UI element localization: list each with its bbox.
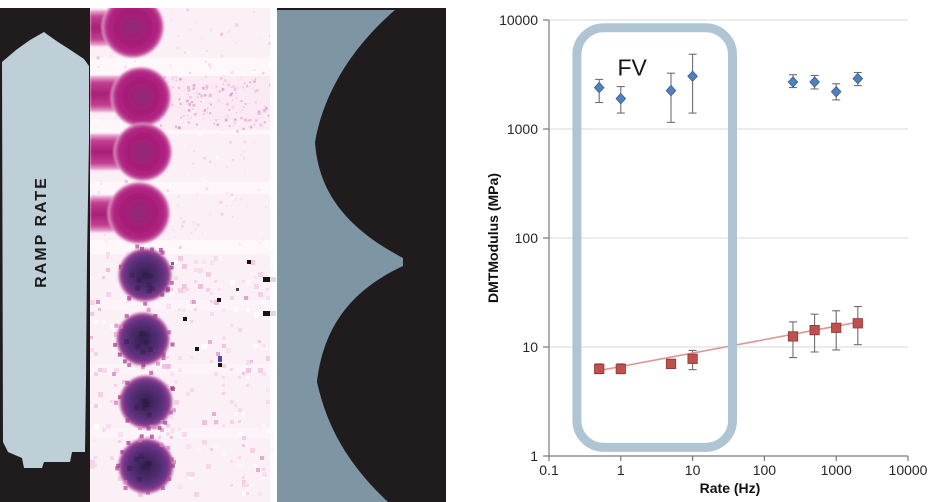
y-axis-title: DMTModulus (MPa) [485, 173, 501, 303]
data-series [593, 53, 864, 375]
data-point-diamond [852, 72, 864, 85]
data-point-diamond [809, 76, 820, 88]
magenta-domain-row [90, 8, 164, 58]
purple-domain [119, 375, 173, 429]
fv-annotation-label: FV [618, 54, 648, 80]
magenta-domain-row [90, 123, 172, 181]
data-point-square [615, 363, 626, 375]
data-point-square [809, 324, 820, 336]
x-axis-title: Rate (Hz) [700, 480, 761, 496]
chart-background [460, 0, 950, 502]
x-tick-label: 10 [685, 462, 701, 478]
x-tick-label: 10000 [889, 462, 928, 478]
data-point-square [852, 318, 863, 329]
fv-annotation-box [572, 23, 738, 452]
y-tick-label: 10000 [499, 12, 538, 28]
data-point-square [687, 353, 698, 364]
data-point-diamond [593, 81, 605, 94]
y-tick-label: 100 [515, 230, 539, 246]
data-point-diamond [615, 92, 627, 105]
data-point-square [787, 331, 799, 342]
x-tick-label: 1000 [821, 462, 852, 478]
data-point-square [665, 358, 677, 370]
annotations [572, 23, 738, 452]
data-point-diamond [787, 76, 799, 88]
purple-domain [116, 312, 170, 366]
x-tick-label: 0.1 [539, 462, 559, 478]
purple-domain [118, 438, 174, 494]
x-tick-label: 1 [617, 462, 625, 478]
strip-edge-gap [270, 8, 277, 502]
micrograph-panel: RAMP RATE [0, 8, 446, 502]
y-tick-label: 10 [522, 339, 538, 355]
black-wedge-shape [315, 8, 446, 502]
data-point-square [594, 363, 605, 375]
data-point-diamond [830, 85, 842, 98]
error-bar [666, 72, 675, 123]
magenta-domain-row [90, 182, 170, 244]
ramp-rate-label: RAMP RATE [33, 176, 50, 288]
ramp-rate-band [2, 32, 89, 468]
afm-domains [90, 8, 174, 494]
magenta-domain-row [90, 67, 171, 127]
data-point-diamond [687, 70, 698, 82]
scan-artifacts [171, 260, 276, 367]
data-point-diamond [665, 84, 677, 97]
axes [543, 19, 909, 461]
y-tick-label: 1 [530, 448, 538, 464]
pixelation-fringe [113, 244, 176, 495]
y-tick-label: 1000 [507, 121, 538, 137]
purple-domain [118, 248, 172, 302]
x-tick-label: 100 [753, 462, 777, 478]
error-bar [688, 53, 697, 114]
data-point-square [831, 322, 842, 333]
